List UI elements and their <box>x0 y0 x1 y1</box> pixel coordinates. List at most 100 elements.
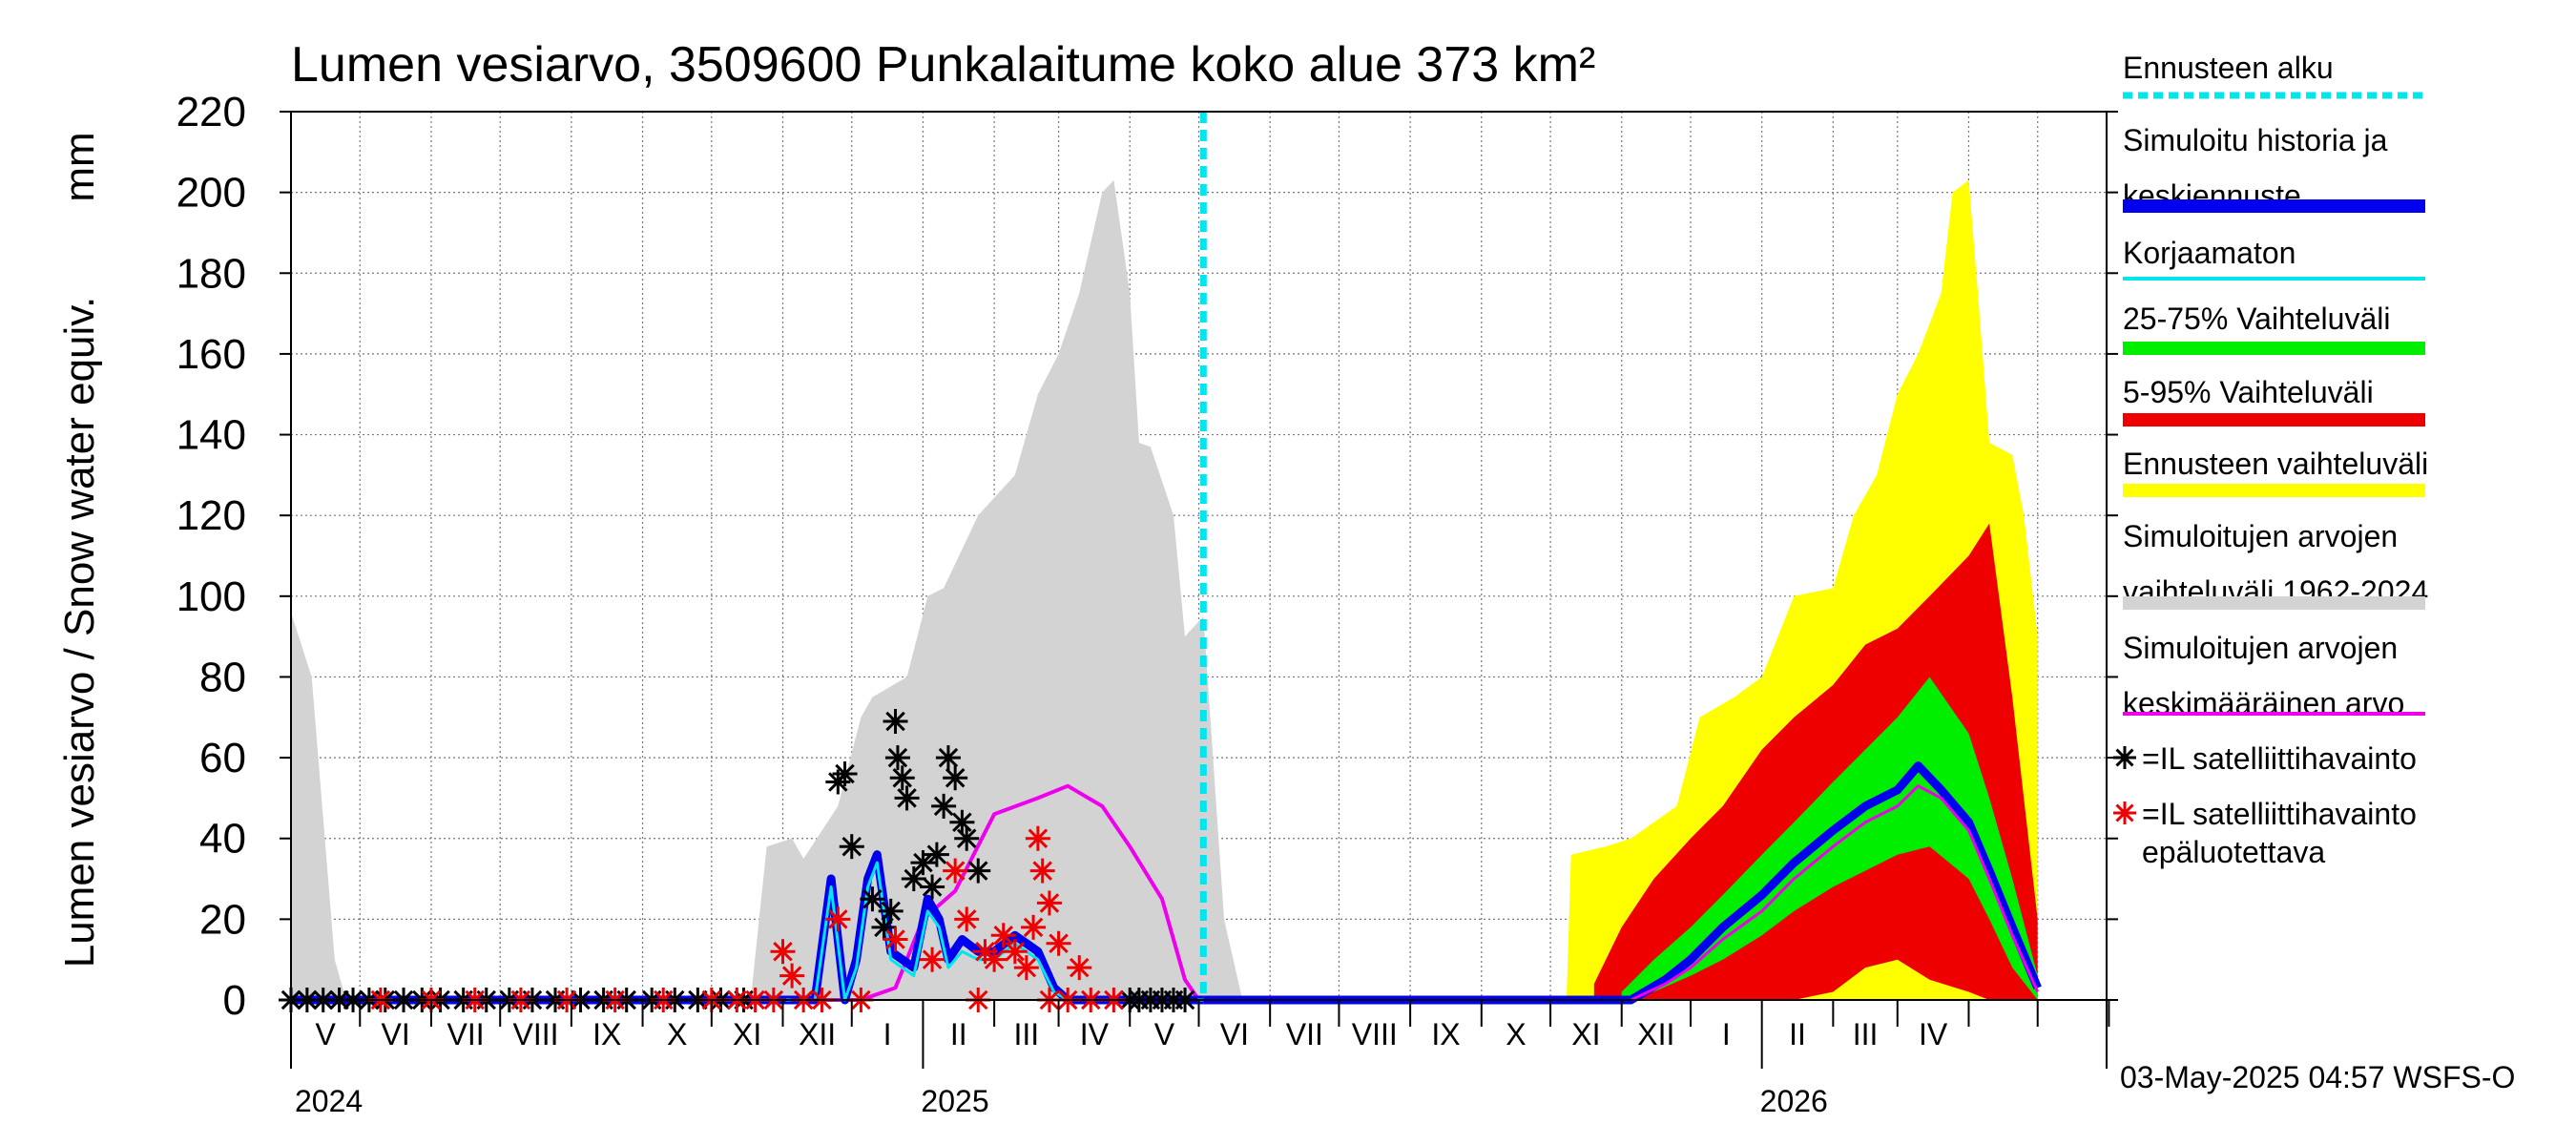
legend-label: Korjaamaton <box>2123 236 2296 270</box>
y-tick-label: 200 <box>177 170 246 217</box>
y-tick-label: 160 <box>177 331 246 378</box>
month-label: VI <box>381 1017 409 1051</box>
legend-label: =IL satelliittihavainto <box>2142 741 2417 776</box>
series-il-satelliittihavainto <box>825 709 991 940</box>
legend-star-icon <box>2113 802 2136 824</box>
month-label: II <box>1789 1017 1806 1051</box>
y-tick-label: 20 <box>199 896 246 943</box>
y-axis-label: Lumen vesiarvo / Snow water equiv. <box>56 297 103 968</box>
legend-item: Korjaamaton <box>2123 236 2425 281</box>
series-korjaamaton <box>291 861 1204 1002</box>
month-label: XII <box>799 1017 836 1051</box>
data-point <box>949 809 975 835</box>
data-point <box>839 834 864 860</box>
month-label: X <box>667 1017 687 1051</box>
data-point <box>910 850 936 876</box>
year-label: 2026 <box>1760 1084 1828 1118</box>
axes <box>290 111 2110 1069</box>
legend: Ennusteen alku Simuloitu historia jakeski… <box>2113 51 2428 869</box>
data-point <box>1021 914 1047 940</box>
month-label: X <box>1506 1017 1526 1051</box>
month-label: VII <box>1286 1017 1323 1051</box>
month-labels: V VI VII VIII IX X XI XII I II III IV V VI VII VIII IX X X… <box>315 1017 1947 1051</box>
data-point <box>832 761 858 787</box>
data-point <box>1036 890 1062 916</box>
month-label: IV <box>1919 1017 1948 1051</box>
y-ticks: 0 20 40 60 80 100 120 140 160 180 200 220 <box>177 89 2118 1024</box>
month-label: III <box>1853 1017 1879 1051</box>
year-labels: 2024 2025 2026 <box>295 1084 1828 1118</box>
month-label: VII <box>447 1017 485 1051</box>
data-point <box>920 874 945 900</box>
series-simuloitujen-arvojen-keskim-r-inen-arvo <box>291 783 1201 1002</box>
data-point <box>920 947 945 972</box>
y-tick-label: 180 <box>177 250 246 297</box>
data-point <box>1067 955 1092 981</box>
month-label: I <box>1722 1017 1731 1051</box>
data-point <box>935 745 961 771</box>
month-label: III <box>1013 1017 1039 1051</box>
year-label: 2024 <box>295 1084 363 1118</box>
month-label: XI <box>733 1017 761 1051</box>
month-label: V <box>315 1017 336 1051</box>
series-simuloitujen-arvojen-vaihteluv-li-1962-2024 <box>291 179 1243 1000</box>
data-point <box>966 858 991 884</box>
data-point <box>943 765 968 791</box>
y-tick-label: 80 <box>199 654 246 700</box>
month-label: XI <box>1571 1017 1600 1051</box>
timestamp: 03-May-2025 04:57 WSFS-O <box>2120 1060 2515 1094</box>
month-label: V <box>1154 1017 1175 1051</box>
data-point <box>883 926 908 952</box>
chart-title: Lumen vesiarvo, 3509600 Punkalaitume kok… <box>291 37 1595 93</box>
data-point <box>924 842 949 867</box>
y-tick-label: 140 <box>177 412 246 459</box>
data-point <box>1029 858 1055 884</box>
y-tick-label: 40 <box>199 816 246 863</box>
data-point <box>860 886 885 912</box>
legend-item: 5-95% Vaihteluväli <box>2123 375 2425 427</box>
data-point <box>1013 955 1039 981</box>
legend-label: 25-75% Vaihteluväli <box>2123 302 2390 336</box>
legend-label: Simuloitujen arvojen <box>2123 631 2398 665</box>
month-label: IX <box>1431 1017 1460 1051</box>
month-label: II <box>950 1017 967 1051</box>
data-point <box>883 709 908 735</box>
legend-star-icon <box>2113 746 2136 769</box>
legend-item: =IL satelliittihavainto epäluotettava <box>2113 797 2417 869</box>
data-point <box>982 947 1008 972</box>
legend-label: Simuloitujen arvojen <box>2123 519 2398 553</box>
data-point <box>954 906 980 932</box>
legend-item: Ennusteen vaihteluväli <box>2123 447 2428 497</box>
data-point <box>779 963 805 989</box>
legend-label: =IL satelliittihavainto <box>2142 797 2417 831</box>
data-point <box>901 866 926 892</box>
month-label: IX <box>592 1017 621 1051</box>
data-point <box>931 793 957 819</box>
data-point <box>1025 825 1050 851</box>
data-point <box>990 923 1016 948</box>
data-point <box>878 898 904 924</box>
y-tick-label: 60 <box>199 735 246 781</box>
data-point <box>889 765 915 791</box>
legend-label: Ennusteen alku <box>2123 51 2334 85</box>
month-label: IV <box>1080 1017 1110 1051</box>
legend-item: =IL satelliittihavainto <box>2113 741 2417 776</box>
data-point <box>943 858 968 884</box>
y-tick-label: 100 <box>177 573 246 620</box>
series-keskim-r-inen-ennuste <box>1630 784 2040 1002</box>
data-point <box>954 825 980 851</box>
data-point <box>1046 930 1071 956</box>
series-il-satelliittihavainto-ep-luotettava <box>770 825 1092 989</box>
legend-label: epäluotettava <box>2142 835 2325 869</box>
data-point <box>825 906 851 932</box>
data-point <box>770 939 796 965</box>
legend-label: Simuloitu historia ja <box>2123 123 2388 157</box>
month-label: VIII <box>1352 1017 1398 1051</box>
month-label: XII <box>1637 1017 1674 1051</box>
series-keskiennuste <box>1203 761 2042 1005</box>
y-axis-unit: mm <box>56 132 103 201</box>
y-tick-label: 0 <box>223 977 246 1024</box>
month-label: VIII <box>513 1017 559 1051</box>
